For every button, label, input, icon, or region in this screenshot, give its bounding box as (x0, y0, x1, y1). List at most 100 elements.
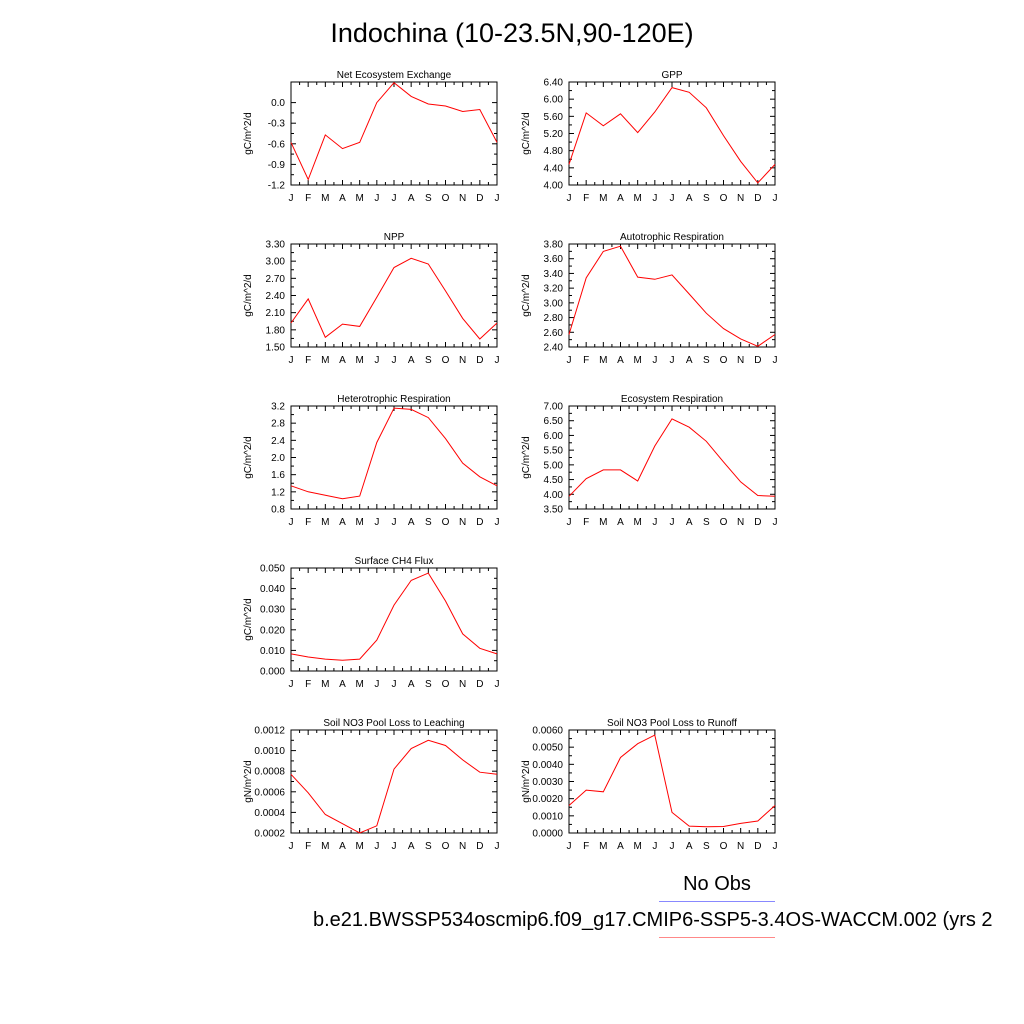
x-tick-label: N (459, 517, 466, 528)
x-tick-label: D (754, 355, 761, 366)
x-tick-label: F (583, 517, 589, 528)
x-tick-label: N (737, 355, 744, 366)
y-tick-label: -0.9 (268, 160, 286, 171)
y-tick-label: 2.40 (266, 291, 286, 302)
panel-title: Soil NO3 Pool Loss to Leaching (323, 718, 464, 729)
y-tick-label: 3.30 (266, 240, 286, 251)
x-tick-label: J (652, 841, 657, 852)
x-tick-label: A (339, 841, 346, 852)
x-tick-label: O (442, 679, 450, 690)
series-line (568, 87, 776, 184)
y-tick-label: 3.20 (544, 284, 564, 295)
y-tick-label: 7.00 (544, 402, 564, 413)
x-tick-label: S (425, 517, 432, 528)
x-tick-label: A (617, 355, 624, 366)
legend-obs-label: No Obs (683, 873, 751, 895)
panel-title: Autotrophic Respiration (620, 232, 724, 243)
x-tick-label: M (321, 679, 329, 690)
x-tick-label: J (392, 355, 397, 366)
x-tick-label: M (599, 841, 607, 852)
x-tick-label: A (617, 193, 624, 204)
x-tick-label: J (392, 517, 397, 528)
x-tick-label: J (652, 517, 657, 528)
x-tick-label: J (567, 517, 572, 528)
x-tick-label: S (703, 193, 710, 204)
y-axis-label: gC/m^2/d (521, 436, 532, 479)
y-tick-label: -1.2 (268, 181, 286, 192)
y-tick-label: -0.3 (268, 119, 286, 130)
x-tick-label: J (392, 193, 397, 204)
y-tick-label: 0.0030 (532, 777, 563, 788)
panel-title: Ecosystem Respiration (621, 394, 723, 405)
x-tick-label: J (495, 841, 500, 852)
y-tick-label: 0.050 (260, 564, 285, 575)
x-tick-label: A (339, 517, 346, 528)
x-tick-label: O (720, 355, 728, 366)
plot-frame (290, 405, 498, 510)
y-tick-label: 2.4 (271, 436, 285, 447)
x-tick-label: N (459, 355, 466, 366)
y-tick-label: 3.2 (271, 402, 285, 413)
y-tick-label: 2.60 (544, 328, 564, 339)
series-line (290, 407, 498, 500)
x-tick-label: J (670, 355, 675, 366)
y-tick-label: 0.0020 (532, 794, 563, 805)
x-tick-label: A (408, 679, 415, 690)
series-line (290, 82, 498, 181)
x-tick-label: F (305, 517, 311, 528)
y-axis-label: gC/m^2/d (243, 598, 254, 641)
y-tick-label: 0.040 (260, 584, 285, 595)
series-line (290, 257, 498, 340)
x-tick-label: J (289, 841, 294, 852)
y-axis-label: gC/m^2/d (243, 274, 254, 317)
x-tick-label: S (425, 193, 432, 204)
page-title: Indochina (10-23.5N,90-120E) (330, 18, 694, 48)
x-tick-label: J (773, 355, 778, 366)
y-tick-label: 6.00 (544, 95, 564, 106)
x-tick-label: J (289, 679, 294, 690)
x-tick-label: A (617, 517, 624, 528)
y-tick-label: 2.0 (271, 453, 285, 464)
x-tick-label: J (374, 679, 379, 690)
x-tick-label: S (425, 841, 432, 852)
y-tick-label: 0.0010 (532, 811, 563, 822)
x-tick-label: J (652, 355, 657, 366)
y-tick-label: 6.00 (544, 431, 564, 442)
x-tick-label: F (583, 355, 589, 366)
x-tick-label: A (686, 517, 693, 528)
x-tick-label: D (476, 679, 483, 690)
y-tick-label: 0.020 (260, 625, 285, 636)
x-tick-label: J (374, 517, 379, 528)
y-tick-label: 3.50 (544, 505, 564, 516)
y-axis-label: gN/m^2/d (521, 760, 532, 803)
x-tick-label: N (459, 193, 466, 204)
y-tick-label: 2.10 (266, 308, 286, 319)
y-tick-label: 0.0012 (254, 726, 285, 737)
y-axis-label: gC/m^2/d (243, 436, 254, 479)
plot-frame (568, 81, 776, 186)
x-tick-label: J (495, 355, 500, 366)
panel-title: Surface CH4 Flux (355, 556, 434, 567)
x-tick-label: A (408, 517, 415, 528)
y-tick-label: 0.8 (271, 505, 285, 516)
panel-title: NPP (384, 232, 405, 243)
y-tick-label: 2.80 (544, 313, 564, 324)
plot-frame (568, 405, 776, 510)
y-tick-label: 2.8 (271, 419, 285, 430)
y-tick-label: 4.40 (544, 163, 564, 174)
legend-obs-line (659, 901, 775, 902)
y-axis-label: gN/m^2/d (243, 760, 254, 803)
x-tick-label: O (442, 193, 450, 204)
x-tick-label: J (289, 193, 294, 204)
y-tick-label: 4.00 (544, 490, 564, 501)
y-axis-label: gC/m^2/d (521, 274, 532, 317)
panel-title: GPP (661, 70, 682, 81)
x-tick-label: F (305, 841, 311, 852)
y-tick-label: 5.60 (544, 112, 564, 123)
x-tick-label: J (392, 679, 397, 690)
x-tick-label: F (583, 841, 589, 852)
y-tick-label: 0.0 (271, 98, 285, 109)
x-tick-label: F (583, 193, 589, 204)
